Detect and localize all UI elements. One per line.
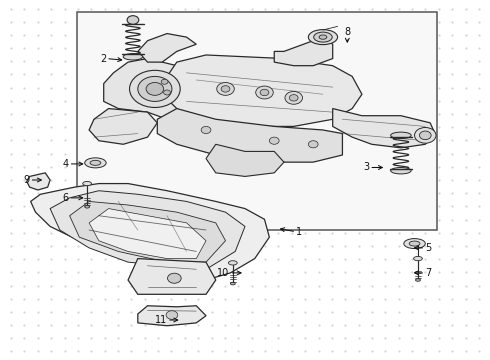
Circle shape xyxy=(308,141,318,148)
Ellipse shape xyxy=(416,279,420,281)
Ellipse shape xyxy=(391,167,411,174)
Text: 5: 5 xyxy=(425,243,432,253)
Circle shape xyxy=(217,82,234,95)
Circle shape xyxy=(415,127,436,143)
Ellipse shape xyxy=(404,239,425,249)
Text: 7: 7 xyxy=(425,268,432,278)
Text: 4: 4 xyxy=(63,159,69,169)
Polygon shape xyxy=(274,37,333,66)
Polygon shape xyxy=(50,191,245,269)
Polygon shape xyxy=(162,55,362,126)
Polygon shape xyxy=(128,258,216,294)
Text: 10: 10 xyxy=(217,268,229,278)
Ellipse shape xyxy=(123,54,143,60)
Circle shape xyxy=(129,70,180,108)
Circle shape xyxy=(164,90,171,95)
Circle shape xyxy=(146,82,164,95)
Ellipse shape xyxy=(319,35,327,39)
Ellipse shape xyxy=(228,261,237,265)
Circle shape xyxy=(221,86,230,92)
Text: 11: 11 xyxy=(155,315,167,325)
Circle shape xyxy=(260,89,269,96)
Polygon shape xyxy=(30,184,270,280)
Ellipse shape xyxy=(314,32,332,42)
Polygon shape xyxy=(157,109,343,162)
Polygon shape xyxy=(206,144,284,176)
Circle shape xyxy=(138,76,172,102)
Circle shape xyxy=(419,131,431,140)
Circle shape xyxy=(166,311,178,319)
Text: 3: 3 xyxy=(363,162,369,172)
Text: 6: 6 xyxy=(63,193,69,203)
Circle shape xyxy=(161,79,168,84)
Ellipse shape xyxy=(414,256,422,261)
Text: 2: 2 xyxy=(100,54,106,64)
Circle shape xyxy=(256,86,273,99)
Circle shape xyxy=(201,126,211,134)
Polygon shape xyxy=(27,173,50,190)
Polygon shape xyxy=(70,202,225,262)
Ellipse shape xyxy=(83,181,92,186)
Bar xyxy=(77,12,438,230)
Polygon shape xyxy=(138,306,206,326)
Polygon shape xyxy=(138,33,196,62)
Text: 9: 9 xyxy=(24,175,30,185)
Polygon shape xyxy=(333,109,435,148)
Ellipse shape xyxy=(230,282,235,285)
Polygon shape xyxy=(89,109,157,144)
Circle shape xyxy=(168,273,181,283)
Text: 1: 1 xyxy=(296,227,302,237)
Polygon shape xyxy=(104,59,206,119)
Ellipse shape xyxy=(409,241,420,246)
Ellipse shape xyxy=(391,132,411,139)
Polygon shape xyxy=(89,208,206,258)
Text: 8: 8 xyxy=(344,27,350,37)
Circle shape xyxy=(127,16,139,24)
Ellipse shape xyxy=(85,158,106,168)
Circle shape xyxy=(289,95,298,101)
Circle shape xyxy=(285,91,302,104)
Ellipse shape xyxy=(85,206,90,208)
Circle shape xyxy=(270,137,279,144)
Ellipse shape xyxy=(90,160,101,165)
Ellipse shape xyxy=(308,30,338,45)
